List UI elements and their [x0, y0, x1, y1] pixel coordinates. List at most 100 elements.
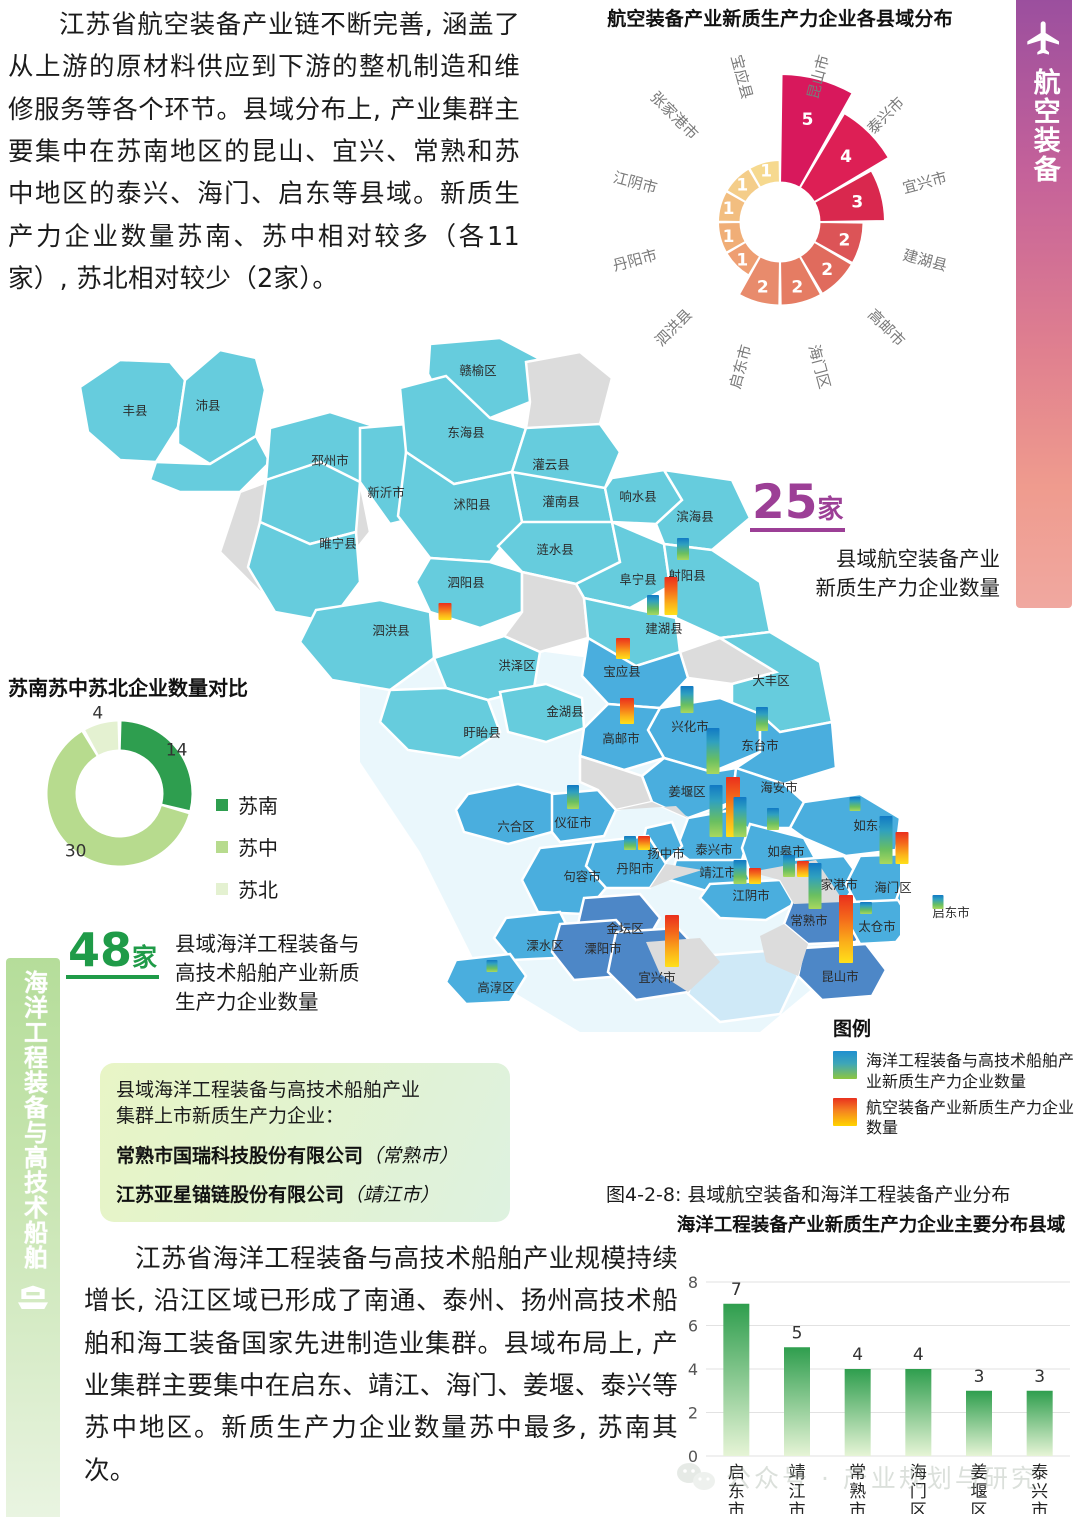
map-bar-昆山市 [839, 895, 853, 963]
x-tick-启东市: 东 [728, 1482, 745, 1502]
map-bar-张家港市-marine [783, 855, 795, 877]
county-siyang [414, 556, 524, 630]
watermark: 公众号 · 产业规划与研究 [676, 1455, 1076, 1499]
marine-count-description: 县域海洋工程装备与 高技术船舶产业新质 生产力企业数量 [175, 926, 360, 1017]
donut-slice-苏南 [120, 721, 192, 811]
region-donut-legend: 苏南 苏中 苏北 [216, 790, 278, 916]
map-bar-如皋市 [767, 808, 779, 830]
radial-sector-建湖县 [814, 222, 864, 264]
radial-sector-昆山市 [780, 74, 853, 188]
listed-company-1-name: 常熟市国瑞科技股份有限公司 [116, 1145, 364, 1168]
map-bar-射阳县 [677, 538, 689, 560]
map-bar-启东市 [932, 895, 944, 909]
wechat-icon [677, 1463, 715, 1490]
x-tick-靖江市: 靖 [789, 1463, 806, 1483]
legend-swatch-suzhong [216, 840, 228, 853]
map-legend: 图例 海洋工程装备与高技术船舶产业新质生产力企业数量 航空装备产业新质生产力企业… [833, 1014, 1078, 1144]
listed-companies-header-line2: 集群上市新质生产力企业： [116, 1105, 345, 1128]
map-legend-title: 图例 [833, 1018, 872, 1040]
y-tick-4: 4 [688, 1360, 698, 1379]
map-bar-建湖县-aviation [664, 577, 678, 615]
aviation-count-callout: 25家 县域航空装备产业 新质生产力企业数量 [750, 478, 1000, 604]
marine-count-desc-line1: 县域海洋工程装备与 [175, 932, 360, 956]
radial-value-宝应县: 1 [760, 161, 772, 181]
map-bar-仪征市 [567, 785, 579, 809]
radial-label-张家港市: 张家港市 [647, 88, 702, 143]
bar-海门区 [905, 1369, 932, 1456]
bar-value-泰兴市: 3 [1034, 1367, 1045, 1387]
jiangsu-map-svg [78, 336, 960, 1032]
aviation-count-description: 县域航空装备产业 新质生产力企业数量 [750, 545, 1001, 603]
radial-sector-海门区 [780, 256, 822, 306]
donut-slice-苏北 [85, 721, 119, 755]
map-grey-suzhou [760, 924, 808, 976]
map-legend-item-marine: 海洋工程装备与高技术船舶产业新质生产力企业数量 [833, 1051, 1078, 1093]
ship-icon [18, 1285, 48, 1309]
map-bar-泗洪县 [438, 603, 452, 620]
bar-姜堰区 [966, 1390, 992, 1456]
marine-county-bar-chart: 海洋工程装备产业新质生产力企业主要分布县域 7 5 4 4 3 3 0 2 4 6 8 启东市 靖江… [666, 1214, 1076, 1514]
x-tick-启东市: 启 [728, 1463, 745, 1483]
map-grey-filler-2 [650, 864, 702, 888]
map-bar-建湖县-marine [647, 595, 659, 615]
aviation-count-number: 25家 [750, 478, 846, 533]
legend-swatch-subei [216, 882, 228, 895]
x-tick-海门区: 海 [910, 1463, 927, 1483]
map-grey-huaian [502, 570, 590, 654]
bar-value-启东市: 7 [731, 1280, 742, 1300]
donut-value-苏南: 14 [166, 741, 188, 761]
radial-sector-启东市 [738, 256, 780, 306]
x-tick-常熟市: 市 [849, 1501, 866, 1514]
map-bar-常熟市 [808, 863, 822, 909]
listed-company-1-location: （常熟市） [363, 1145, 459, 1168]
marine-county-bar-svg: 7 5 4 4 3 3 0 2 4 6 8 启东市 靖江市 常熟市 海门区 姜堰区 泰兴市 [688, 1273, 1070, 1514]
map-legend-label-marine: 海洋工程装备与高技术船舶产业新质生产力企业数量 [866, 1051, 1075, 1091]
county-nw-link [148, 434, 272, 494]
listed-company-1: 常熟市国瑞科技股份有限公司（常熟市） [116, 1141, 494, 1168]
county-xuyi [378, 686, 502, 760]
map-bar-东台市 [756, 707, 768, 731]
region-donut-chart: 苏南苏中苏北企业数量对比 14 30 4 苏南 苏中 苏北 [8, 672, 328, 902]
map-bar-宜兴市 [665, 915, 679, 967]
marine-count-number: 48家 [66, 926, 160, 980]
aviation-radial-chart-title: 航空装备产业新质生产力企业各县域分布 [607, 8, 953, 30]
map-bar-兴化市 [680, 686, 694, 713]
radial-value-江阴市: 1 [723, 199, 735, 219]
radial-label-建湖县: 建湖县 [901, 246, 949, 275]
donut-slice-苏中 [47, 732, 189, 866]
x-tick-姜堰区: 堰 [971, 1482, 988, 1502]
bar-value-姜堰区: 3 [974, 1367, 985, 1387]
x-tick-启东市: 市 [728, 1501, 745, 1514]
radial-label-江阴市: 江阴市 [611, 168, 659, 197]
radial-value-丹阳市: 1 [723, 227, 735, 247]
y-tick-0: 0 [688, 1447, 698, 1466]
bar-启东市 [723, 1303, 750, 1456]
listed-company-2-name: 江苏亚星锚链股份有限公司 [116, 1184, 345, 1207]
x-tick-海门区: 门 [910, 1482, 927, 1502]
radial-label-宝应县: 宝应县 [727, 53, 756, 101]
county-binhai [654, 468, 752, 552]
county-suining [246, 520, 362, 624]
marine-count-desc-line2: 高技术船舶产业新质 [175, 961, 360, 986]
x-tick-常熟市: 熟 [849, 1481, 866, 1502]
map-legend-label-aviation: 航空装备产业新质生产力企业数量 [866, 1097, 1075, 1138]
marine-count-desc-line3: 生产力企业数量 [175, 990, 319, 1015]
radial-sector-泰兴市 [799, 113, 889, 203]
map-grey-filler-1 [616, 802, 688, 818]
map-bar-海门区-marine [879, 816, 893, 864]
radial-value-张家港市: 1 [736, 175, 748, 195]
map-legend-swatch-aviation [833, 1097, 857, 1126]
map-bar-江阴市-aviation [749, 868, 761, 884]
bar-常熟市 [844, 1369, 871, 1456]
radial-value-建湖县: 2 [838, 230, 850, 250]
county-jinhu [498, 682, 586, 744]
map-bar-高淳区 [486, 960, 498, 972]
legend-label-subei: 苏北 [238, 878, 278, 902]
county-taicang [848, 898, 914, 946]
x-tick-常熟市: 常 [849, 1463, 866, 1483]
map-bar-姜堰区 [706, 728, 720, 774]
bar-value-常熟市: 4 [852, 1345, 863, 1365]
aviation-count-desc-line1: 县域航空装备产业 [836, 547, 1000, 572]
radial-sector-丹阳市 [717, 222, 746, 253]
